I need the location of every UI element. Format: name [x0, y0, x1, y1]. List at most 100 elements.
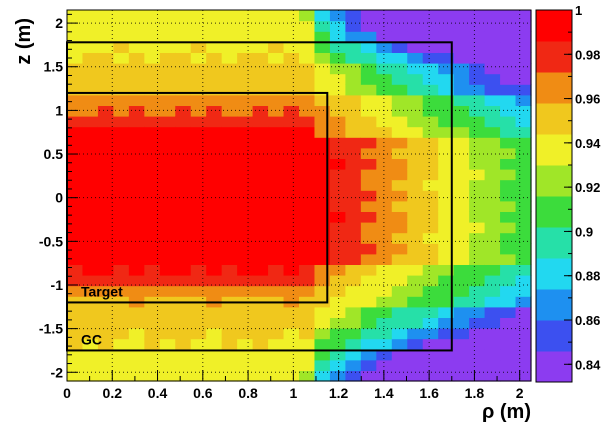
heatmap-cell	[360, 73, 377, 85]
heatmap-cell	[438, 275, 455, 287]
heatmap-cell	[268, 179, 285, 191]
heatmap-cell	[515, 10, 532, 22]
heatmap-cell	[469, 306, 486, 318]
heatmap-cell	[128, 52, 145, 64]
heatmap-cell	[360, 10, 377, 22]
heatmap-cell	[391, 126, 408, 138]
heatmap-cell	[237, 370, 254, 382]
heatmap-cell	[360, 243, 377, 255]
heatmap-cell	[500, 285, 517, 297]
heatmap-cell	[175, 317, 192, 329]
heatmap-cell	[422, 52, 439, 64]
heatmap-cell	[314, 20, 331, 32]
heatmap-cell	[469, 63, 486, 75]
heatmap-cell	[299, 200, 316, 212]
heatmap-cell	[268, 285, 285, 297]
heatmap-cell	[175, 158, 192, 170]
heatmap-cell	[469, 264, 486, 276]
heatmap-cell	[376, 359, 393, 371]
heatmap-cell	[500, 137, 517, 149]
heatmap-cell	[376, 306, 393, 318]
heatmap-cell	[268, 116, 285, 128]
heatmap-cell	[484, 105, 501, 117]
heatmap-cell	[299, 349, 316, 361]
heatmap-cell	[500, 328, 517, 340]
heatmap-cell	[159, 211, 176, 223]
heatmap-cell	[299, 169, 316, 181]
heatmap-cell	[97, 63, 114, 75]
heatmap-cell	[515, 222, 532, 234]
heatmap-cell	[345, 349, 362, 361]
heatmap-cell	[128, 338, 145, 350]
color-scale-step	[536, 165, 572, 197]
heatmap-cell	[237, 94, 254, 106]
heatmap-cell	[329, 147, 346, 159]
heatmap-cell	[422, 211, 439, 223]
heatmap-cell	[67, 370, 84, 382]
heatmap-cell	[484, 169, 501, 181]
x-tick-label: 1.4	[374, 385, 394, 401]
heatmap-cell	[299, 31, 316, 43]
heatmap-cell	[438, 200, 455, 212]
heatmap-cell	[422, 190, 439, 202]
heatmap-cell	[206, 116, 223, 128]
heatmap-cell	[438, 94, 455, 106]
heatmap-cell	[500, 317, 517, 329]
heatmap-cell	[515, 253, 532, 265]
heatmap-cell	[206, 211, 223, 223]
heatmap-cell	[221, 222, 238, 234]
heatmap-cell	[345, 10, 362, 22]
heatmap-cell	[376, 253, 393, 265]
heatmap-cell	[329, 169, 346, 181]
heatmap-cell	[159, 41, 176, 53]
heatmap-cell	[500, 359, 517, 371]
heatmap-cell	[268, 306, 285, 318]
heatmap-cell	[221, 116, 238, 128]
heatmap-cell	[345, 126, 362, 138]
heatmap-cell	[175, 116, 192, 128]
heatmap-cell	[453, 190, 470, 202]
heatmap-cell	[422, 116, 439, 128]
heatmap-cell	[128, 158, 145, 170]
heatmap-cell	[190, 20, 207, 32]
heatmap-cell	[113, 359, 130, 371]
heatmap-cell	[97, 264, 114, 276]
heatmap-cell	[376, 73, 393, 85]
heatmap-cell	[268, 137, 285, 149]
heatmap-cell	[515, 169, 532, 181]
heatmap-cell	[438, 63, 455, 75]
heatmap-cell	[360, 211, 377, 223]
heatmap-cell	[329, 243, 346, 255]
heatmap-cell	[97, 94, 114, 106]
heatmap-cell	[345, 105, 362, 117]
heatmap-cell	[82, 52, 99, 64]
heatmap-cell	[360, 63, 377, 75]
heatmap-cell	[438, 349, 455, 361]
color-scale-step	[536, 351, 572, 383]
heatmap-cell	[360, 190, 377, 202]
heatmap-cell	[175, 126, 192, 138]
heatmap-cell	[484, 349, 501, 361]
region-box-gc	[66, 41, 453, 352]
heatmap-cell	[314, 264, 331, 276]
heatmap-cell	[175, 232, 192, 244]
heatmap-cell	[67, 317, 84, 329]
heatmap-cell	[175, 20, 192, 32]
heatmap-cell	[252, 349, 269, 361]
heatmap-cell	[469, 328, 486, 340]
heatmap-cell	[314, 243, 331, 255]
heatmap-cell	[237, 105, 254, 117]
heatmap-cell	[314, 222, 331, 234]
heatmap-cell	[422, 63, 439, 75]
heatmap-cell	[299, 317, 316, 329]
heatmap-cell	[221, 179, 238, 191]
heatmap-cell	[206, 232, 223, 244]
heatmap-cell	[484, 126, 501, 138]
heatmap-cell	[206, 126, 223, 138]
heatmap-cell	[283, 116, 300, 128]
heatmap-cell	[391, 84, 408, 96]
heatmap-cell	[484, 116, 501, 128]
heatmap-cell	[345, 52, 362, 64]
heatmap-cell	[453, 359, 470, 371]
heatmap-cell	[438, 105, 455, 117]
